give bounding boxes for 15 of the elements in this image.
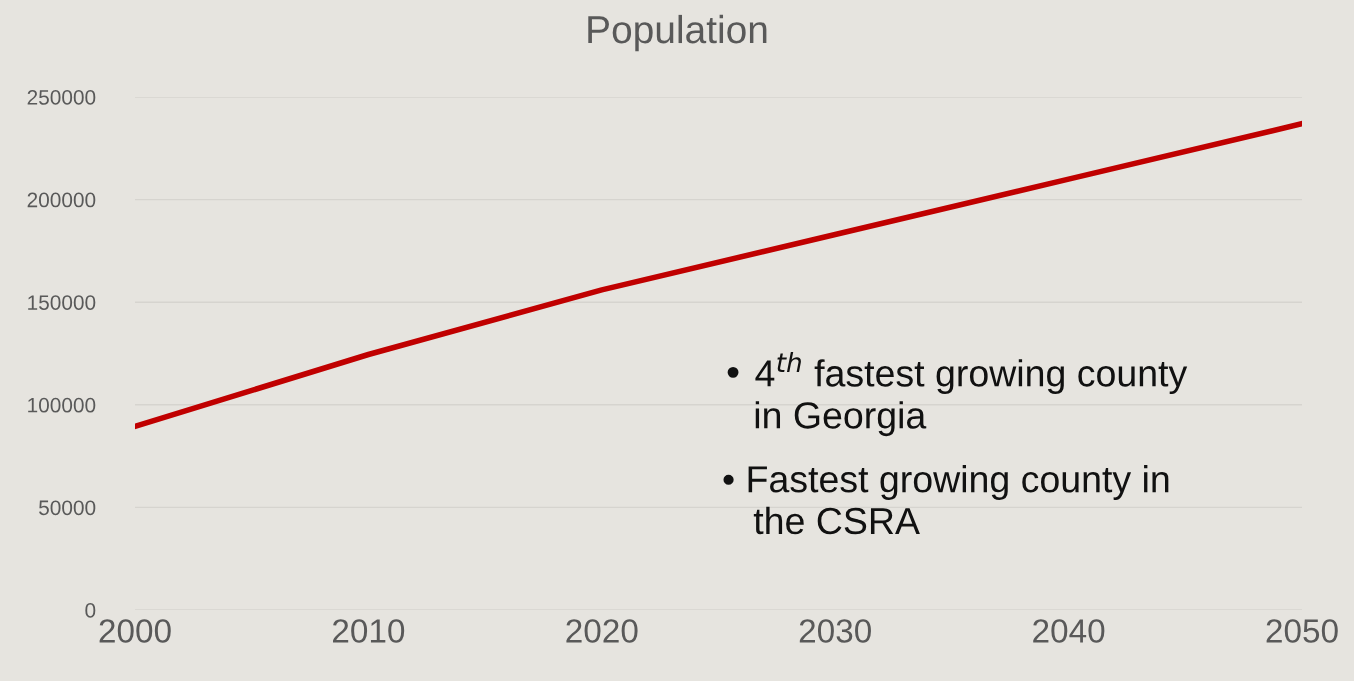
x-tick-label: 2050 <box>1266 619 1338 643</box>
x-tick-label: 2020 <box>566 619 638 643</box>
x-tick-label: 2010 <box>333 619 405 643</box>
chart-title: Population <box>588 14 767 52</box>
y-tick-label: 250000 <box>27 90 96 105</box>
x-tick-label: 2030 <box>799 619 871 643</box>
y-tick-label: 100000 <box>28 397 96 413</box>
annotation: • Fastest growing county in the CSRA <box>723 465 1169 535</box>
x-tick-label: 2000 <box>99 619 171 643</box>
x-tick-label: 2040 <box>1033 619 1105 643</box>
annotation: • 4$^{th}$ fastest growing county in Georgia <box>727 352 1188 437</box>
y-tick-label: 200000 <box>27 192 96 208</box>
y-tick-label: 0 <box>85 603 96 618</box>
y-tick-label: 50000 <box>39 500 96 516</box>
y-tick-label: 150000 <box>28 295 96 310</box>
